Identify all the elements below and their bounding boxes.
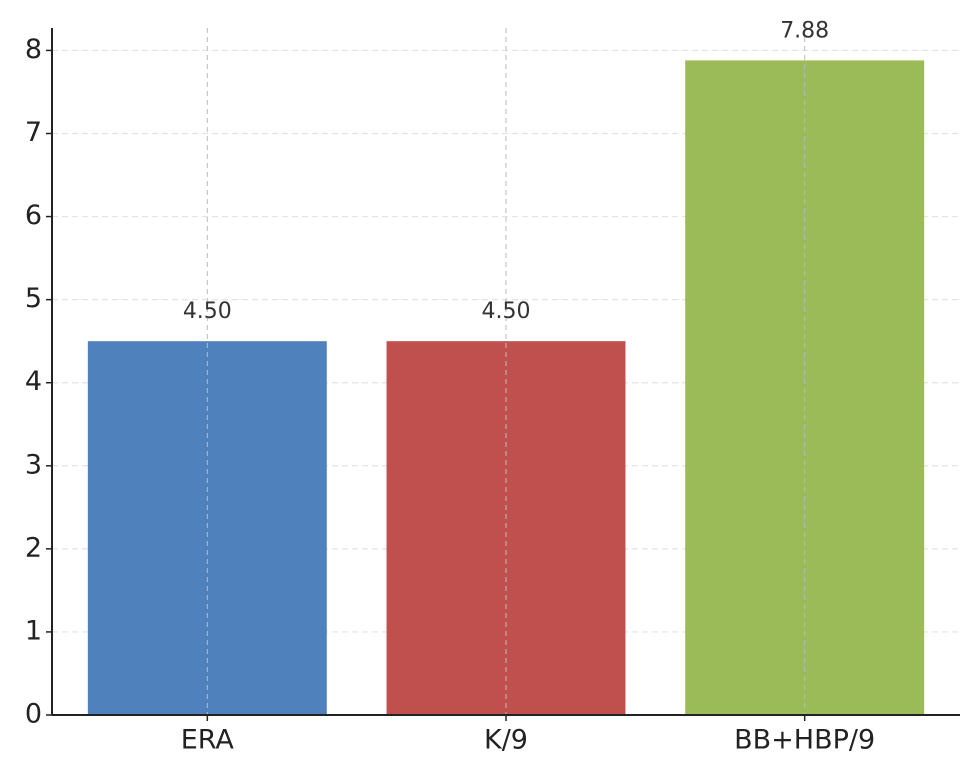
y-tick-label: 1: [25, 615, 42, 646]
y-tick-label: 4: [25, 366, 42, 397]
x-tick-label: BB+HBP/9: [734, 725, 875, 756]
value-label: 7.88: [780, 18, 829, 43]
x-tick-label: ERA: [181, 725, 235, 756]
y-tick-label: 5: [25, 283, 42, 314]
y-tick-label: 2: [25, 532, 42, 563]
x-tick-label: K/9: [484, 725, 528, 756]
y-tick-label: 6: [25, 200, 42, 231]
y-tick-label: 3: [25, 449, 42, 480]
y-tick-label: 8: [25, 34, 42, 65]
value-label: 4.50: [183, 299, 232, 324]
value-label: 4.50: [482, 299, 531, 324]
y-tick-label: 7: [25, 117, 42, 148]
y-tick-label: 0: [25, 699, 42, 730]
